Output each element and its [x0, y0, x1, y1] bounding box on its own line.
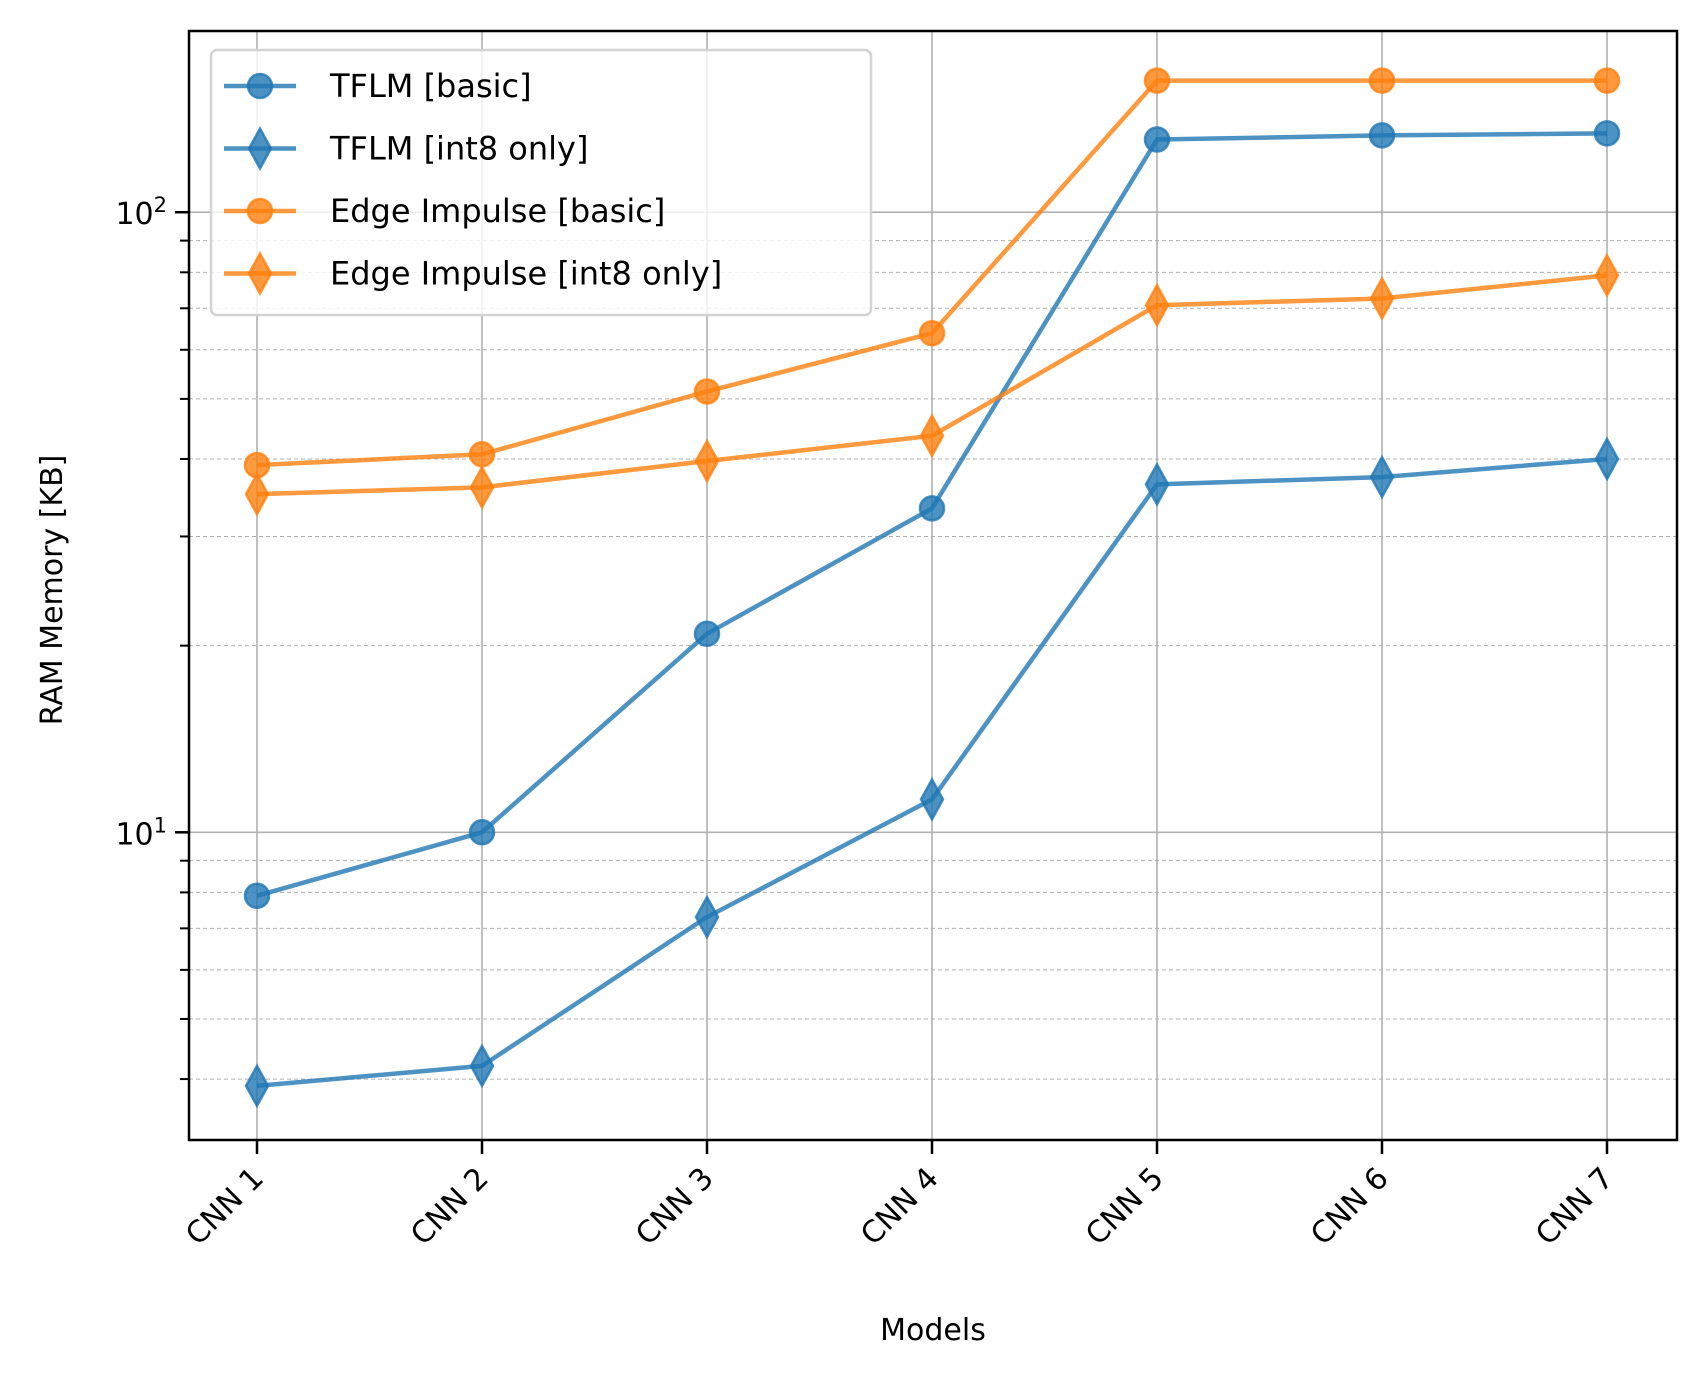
data-point	[1369, 275, 1395, 322]
data-point	[1143, 126, 1171, 153]
data-point	[694, 438, 720, 484]
series-tflm-basic	[243, 120, 1621, 910]
circle-marker-icon	[246, 197, 274, 225]
legend-item: Edge Impulse [int8 only]	[224, 250, 722, 297]
x-tick-label: CNN 2	[404, 1161, 496, 1253]
x-axis-label: Models	[880, 1313, 986, 1348]
data-point	[1594, 436, 1620, 482]
legend-item: TFLM [int8 only]	[224, 125, 588, 172]
data-point	[1144, 282, 1170, 328]
diamond-marker-icon	[247, 250, 273, 297]
legend-label: Edge Impulse [int8 only]	[330, 255, 722, 293]
data-point	[1593, 67, 1621, 94]
data-point	[694, 894, 720, 940]
legend-item: TFLM [basic]	[224, 67, 532, 105]
legend-item: Edge Impulse [basic]	[224, 192, 665, 230]
data-point	[919, 413, 945, 459]
circle-marker-icon	[246, 72, 274, 100]
legend-label: TFLM [int8 only]	[329, 130, 588, 168]
series-edge-impulse-basic	[243, 67, 1621, 479]
y-tick-label: 101	[115, 813, 167, 852]
series-tflm-int8-only	[244, 436, 1620, 1109]
series-layer	[243, 67, 1621, 1109]
data-point	[918, 495, 946, 522]
series-edge-impulse-int8-only	[244, 252, 1620, 517]
data-point	[919, 776, 945, 822]
data-point	[1143, 67, 1171, 94]
data-point	[693, 620, 721, 648]
legend-box	[209, 48, 873, 317]
x-tick-label: CNN 7	[1529, 1161, 1621, 1253]
data-point	[469, 464, 495, 510]
data-point	[469, 1043, 495, 1089]
x-tick-label: CNN 4	[854, 1161, 946, 1253]
x-tick-label: CNN 3	[629, 1161, 721, 1253]
data-point	[1593, 120, 1621, 147]
data-point	[1144, 461, 1170, 507]
data-point	[1594, 252, 1620, 298]
data-point	[918, 320, 946, 347]
data-point	[243, 882, 271, 910]
x-tick-label: CNN 6	[1304, 1161, 1396, 1253]
legend-label: Edge Impulse [basic]	[330, 192, 665, 230]
data-point	[244, 471, 270, 517]
legend: TFLM [basic] TFLM [int8 only] Edge Impulse…	[209, 48, 873, 317]
x-tick-label: CNN 1	[179, 1161, 271, 1253]
data-point	[1368, 122, 1396, 149]
data-point	[244, 1063, 270, 1109]
x-tick-label: CNN 5	[1079, 1161, 1171, 1253]
diamond-marker-icon	[247, 125, 273, 172]
legend-label: TFLM [basic]	[329, 67, 532, 105]
data-point	[693, 378, 721, 405]
data-point	[1369, 454, 1395, 500]
data-point	[468, 441, 496, 468]
data-point	[1368, 67, 1396, 94]
y-tick-label: 102	[115, 193, 167, 232]
y-axis-label: RAM Memory [KB]	[35, 455, 70, 726]
data-point	[468, 819, 496, 846]
